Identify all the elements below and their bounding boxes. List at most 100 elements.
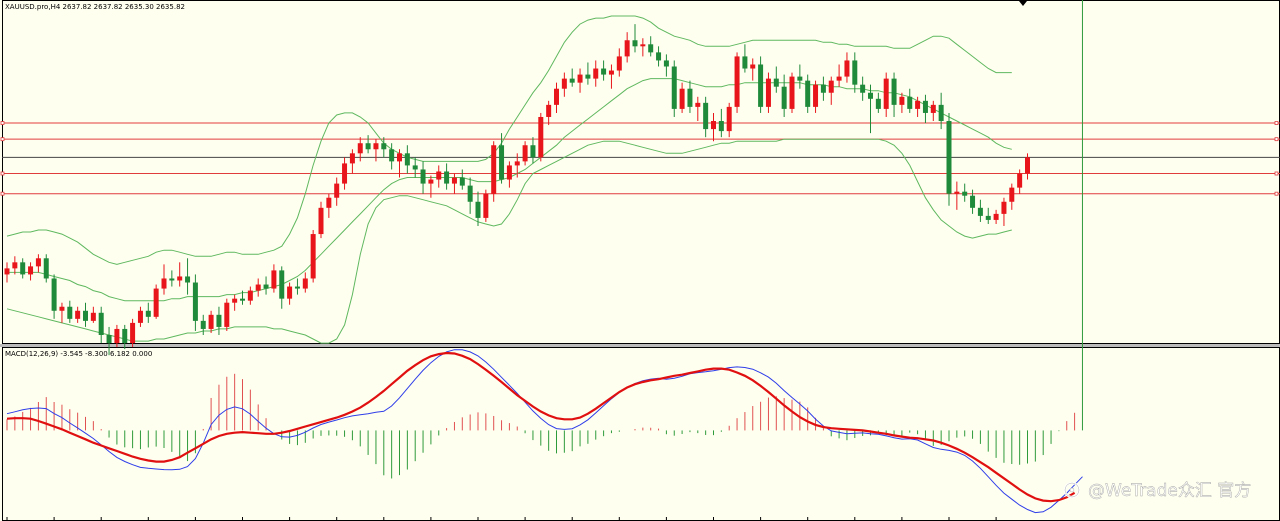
candle: [538, 112, 544, 162]
candle: [294, 278, 300, 295]
candle: [899, 92, 905, 113]
candle-body: [907, 96, 913, 109]
candle: [593, 60, 599, 87]
candle-body: [530, 145, 536, 158]
candle-body: [208, 314, 214, 329]
candle-body: [844, 60, 850, 77]
candle-body: [868, 92, 873, 99]
candle-body: [279, 270, 285, 299]
candle: [970, 189, 976, 214]
candle-body: [294, 286, 300, 289]
candle: [773, 66, 779, 93]
candle: [993, 209, 999, 224]
candle: [192, 274, 198, 331]
candle-body: [20, 262, 26, 275]
candlesticks: [4, 24, 1030, 356]
candle: [114, 324, 120, 348]
candle: [1025, 153, 1030, 180]
candle-body: [491, 145, 497, 194]
candle-body: [444, 171, 450, 184]
price-chart-title: XAUUSD.pro,H4 2637.82 2637.82 2635.30 26…: [5, 3, 185, 11]
candle-body: [781, 86, 787, 109]
candle: [962, 183, 968, 202]
candle-body: [852, 60, 858, 85]
watermark-logo-icon: [1063, 481, 1081, 499]
candle: [820, 76, 826, 101]
candle-body: [522, 145, 528, 162]
bollinger-lower: [6, 138, 1012, 344]
candle-body: [546, 104, 552, 117]
candle: [585, 62, 591, 85]
candle: [326, 193, 332, 218]
macd-panel-frame: [2, 347, 1280, 521]
candle: [695, 96, 701, 122]
candle: [365, 135, 371, 154]
candle-body: [828, 80, 834, 93]
candle: [530, 137, 536, 164]
candle-body: [483, 193, 489, 218]
candle: [75, 306, 81, 323]
candle-body: [318, 207, 324, 235]
candle-body: [891, 78, 897, 105]
candle: [836, 64, 842, 87]
candle: [20, 258, 26, 279]
candle: [232, 294, 238, 311]
candle: [467, 177, 473, 214]
candle: [868, 84, 873, 134]
candle: [797, 64, 803, 89]
candle-body: [28, 266, 34, 275]
candle-body: [404, 153, 410, 166]
candle: [522, 141, 528, 166]
candle: [483, 189, 489, 222]
candle: [404, 145, 410, 174]
chart-shift-marker-icon[interactable]: [1019, 1, 1027, 6]
candle-body: [616, 56, 622, 71]
candle: [28, 262, 34, 281]
candle-body: [334, 183, 340, 198]
candle-body: [130, 322, 136, 344]
candle: [130, 318, 136, 348]
candle: [499, 133, 505, 184]
candle: [954, 181, 960, 210]
candle: [349, 149, 355, 174]
candle-body: [342, 163, 348, 184]
candle-body: [90, 312, 96, 321]
candle-body: [718, 121, 724, 132]
candle: [907, 88, 913, 113]
candle: [632, 24, 638, 53]
candle-body: [106, 335, 112, 344]
candle-body: [899, 96, 905, 105]
candle: [459, 169, 465, 190]
candle-body: [506, 165, 512, 180]
candle-body: [883, 78, 889, 109]
candle-body: [310, 234, 316, 279]
candle: [875, 92, 881, 113]
candle: [177, 262, 183, 287]
candle: [12, 256, 18, 275]
candle-body: [224, 302, 230, 327]
candle-body: [381, 143, 387, 150]
candle: [985, 207, 991, 224]
candle: [122, 324, 128, 350]
candle: [224, 298, 230, 331]
candle-body: [122, 328, 128, 344]
horizontal-levels[interactable]: [0, 121, 1280, 196]
candle: [656, 46, 662, 67]
candle: [381, 137, 387, 158]
candle-body: [946, 121, 952, 194]
candle-body: [499, 145, 505, 180]
candle: [546, 100, 552, 126]
candle: [915, 96, 921, 117]
candle: [208, 310, 214, 333]
candle: [703, 96, 709, 138]
candle: [828, 76, 834, 105]
candle-body: [608, 70, 614, 75]
candle: [554, 82, 559, 113]
candle-body: [679, 88, 685, 109]
candle-body: [514, 161, 520, 166]
candle: [718, 108, 724, 138]
candle-body: [938, 104, 944, 122]
candle: [43, 254, 49, 283]
candle-body: [357, 143, 363, 154]
